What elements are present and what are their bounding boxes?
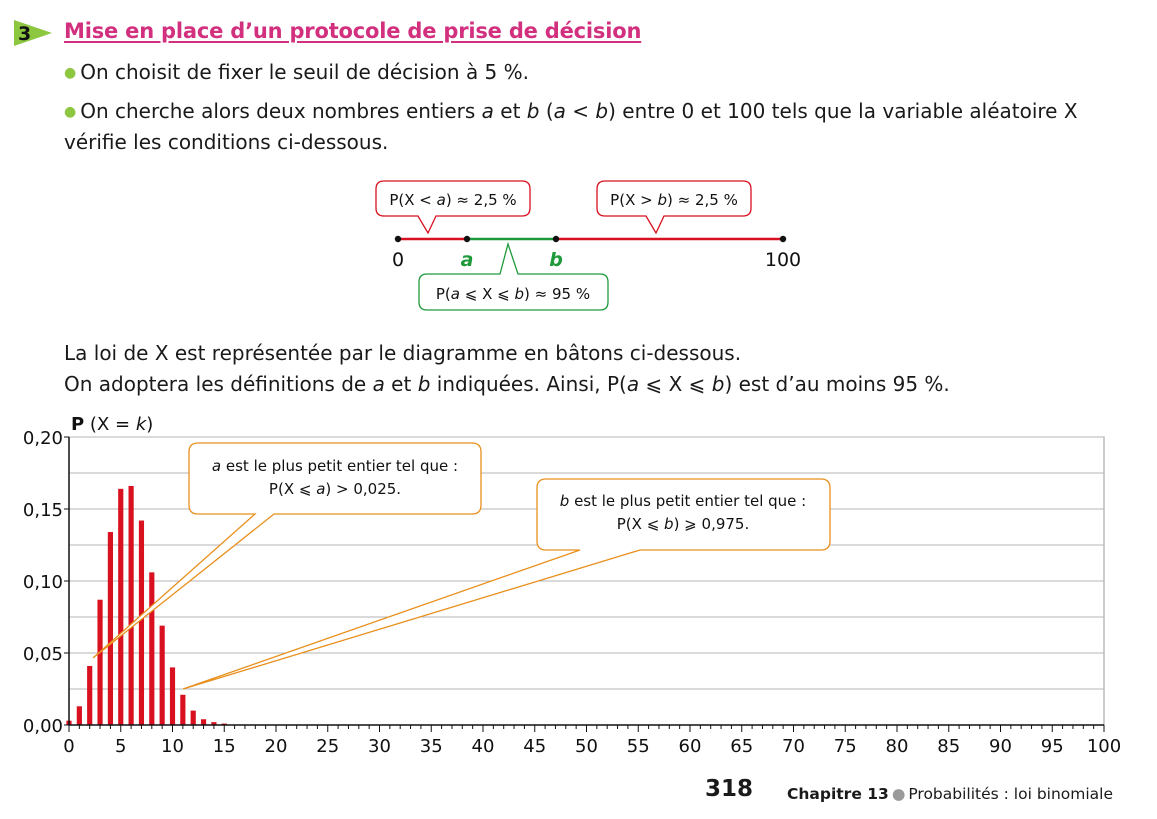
bar bbox=[169, 667, 176, 725]
bars bbox=[66, 485, 227, 725]
y-tick-label: 0,15 bbox=[23, 500, 63, 521]
bar bbox=[149, 572, 155, 725]
x-tick-label: 0 bbox=[63, 736, 74, 757]
bar-chart: 0 5 10 15 20 25 30 35 40 45 50 55 60 65 70 75 80 85 90 95 10… bbox=[23, 414, 1121, 757]
x-tick-label: 75 bbox=[834, 736, 857, 757]
callout-b-box bbox=[182, 478, 831, 690]
section-title: Mise en place d’un protocole de prise de… bbox=[64, 19, 642, 43]
bullet-dot: ● bbox=[64, 104, 77, 120]
point-zero bbox=[394, 235, 402, 243]
x-tick-label: 35 bbox=[420, 736, 443, 757]
x-tick-label: 5 bbox=[115, 736, 126, 757]
x-tick-label: 40 bbox=[472, 736, 495, 757]
callout-a-line1: a est le plus petit entier tel que : bbox=[212, 457, 458, 475]
y-tick-label: 0,20 bbox=[23, 428, 63, 449]
bar bbox=[190, 710, 196, 725]
x-tick-label: 15 bbox=[213, 736, 236, 757]
paragraph-line2: On adoptera les définitions de a et b in… bbox=[64, 372, 950, 396]
x-tick-label: 100 bbox=[1087, 736, 1121, 757]
x-ticks: 0 5 10 15 20 25 30 35 40 45 50 55 60 65 70 75 80 85 90 95 10… bbox=[63, 725, 1121, 757]
label-b: b bbox=[549, 249, 563, 271]
x-tick-label: 60 bbox=[679, 736, 702, 757]
bar bbox=[118, 488, 124, 725]
callout-b-line2: P(X ⩽ b) ⩾ 0,975. bbox=[617, 515, 749, 533]
bar bbox=[200, 719, 207, 725]
bar bbox=[107, 532, 113, 725]
chapter-label: Chapitre 13 bbox=[787, 785, 889, 803]
chapter-subject: Probabilités : loi binomiale bbox=[908, 785, 1114, 803]
page-number: 318 bbox=[705, 776, 754, 802]
bullet-threshold: ● On choisit de fixer le seuil de décisio… bbox=[64, 60, 529, 84]
bar bbox=[97, 599, 103, 725]
x-tick-label: 30 bbox=[368, 736, 391, 757]
y-tick-label: 0,10 bbox=[23, 572, 63, 593]
bullet-dot: ● bbox=[64, 65, 77, 81]
y-tick-label: 0,00 bbox=[23, 716, 63, 737]
point-b bbox=[552, 235, 560, 243]
bar bbox=[76, 706, 82, 725]
bar bbox=[211, 722, 217, 725]
bar bbox=[138, 520, 145, 725]
callout-a-box bbox=[92, 442, 482, 659]
x-tick-label: 80 bbox=[886, 736, 909, 757]
y-axis-label: P (X = k) bbox=[71, 414, 153, 435]
x-tick-label: 65 bbox=[730, 736, 753, 757]
chapter-footer: Chapitre 13 ● Probabilités : loi binomiale bbox=[787, 785, 1113, 803]
x-tick-label: 70 bbox=[782, 736, 805, 757]
bar bbox=[180, 694, 186, 725]
x-tick-label: 90 bbox=[989, 736, 1012, 757]
bar bbox=[128, 485, 134, 725]
label-hundred: 100 bbox=[765, 249, 801, 271]
y-tick-label: 0,05 bbox=[23, 644, 63, 665]
footer-bullet-dot: ● bbox=[891, 785, 906, 803]
x-tick-label: 55 bbox=[627, 736, 650, 757]
callout-right-box bbox=[596, 180, 752, 235]
y-ticks: 0,00 0,05 0,10 0,15 0,20 bbox=[23, 428, 69, 737]
x-tick-label: 50 bbox=[575, 736, 598, 757]
label-a: a bbox=[461, 249, 474, 271]
callout-middle-box bbox=[418, 241, 609, 311]
point-hundred bbox=[779, 235, 787, 243]
number-line-diagram: 0 a b 100 P(X < a) ≈ 2,5 % P(X > b) ≈ 2,… bbox=[375, 180, 801, 311]
bullet-search-continued: vérifie les conditions ci-dessous. bbox=[64, 130, 389, 154]
callout-right-text: P(X > b) ≈ 2,5 % bbox=[610, 191, 738, 209]
point-a bbox=[463, 235, 471, 243]
x-tick-label: 85 bbox=[937, 736, 960, 757]
callout-left-text: P(X < a) ≈ 2,5 % bbox=[389, 191, 516, 209]
x-tick-label: 25 bbox=[316, 736, 339, 757]
section-number: 3 bbox=[18, 23, 31, 45]
bullet-search: ● On cherche alors deux nombres entiers a… bbox=[64, 99, 1078, 123]
callout-middle-text: P(a ⩽ X ⩽ b) ≈ 95 % bbox=[436, 285, 590, 303]
callout-b-line1: b est le plus petit entier tel que : bbox=[560, 492, 806, 510]
callout-left-box bbox=[375, 180, 531, 235]
paragraph-line1: La loi de X est représentée par le diagr… bbox=[64, 341, 742, 365]
callout-a-line2: P(X ⩽ a) > 0,025. bbox=[269, 480, 401, 498]
bar bbox=[159, 625, 165, 725]
section-number-badge: 3 bbox=[14, 20, 52, 46]
x-tick-label: 45 bbox=[523, 736, 546, 757]
x-tick-label: 10 bbox=[161, 736, 184, 757]
x-tick-label: 20 bbox=[265, 736, 288, 757]
x-tick-label: 95 bbox=[1041, 736, 1064, 757]
label-zero: 0 bbox=[392, 249, 404, 271]
bar bbox=[87, 665, 93, 725]
